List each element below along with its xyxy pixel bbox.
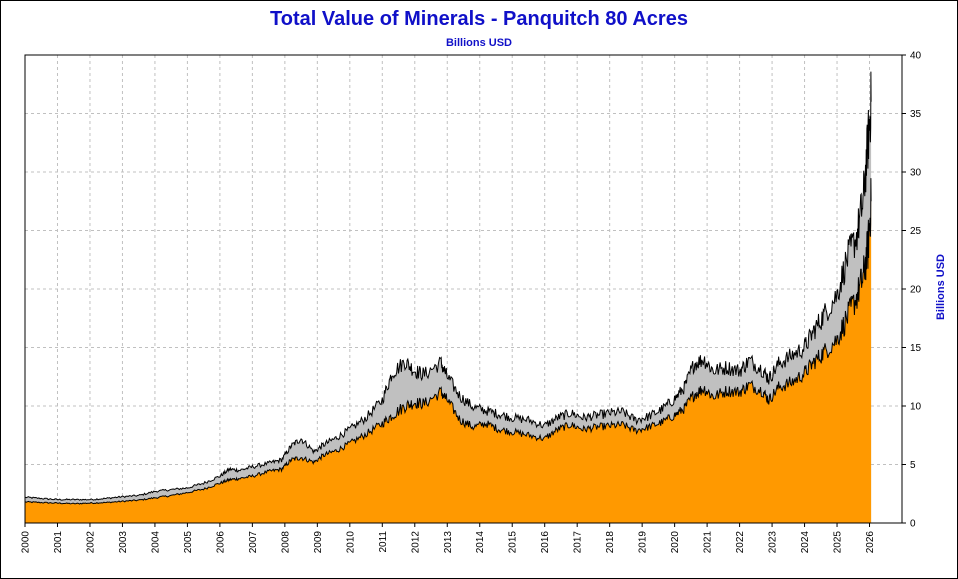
x-tick-label: 2008 bbox=[280, 531, 291, 554]
x-tick-label: 2014 bbox=[475, 531, 486, 554]
y-tick-label: 25 bbox=[910, 226, 922, 237]
x-tick-label: 2017 bbox=[573, 531, 584, 554]
x-tick-label: 2019 bbox=[638, 531, 649, 554]
x-tick-label: 2010 bbox=[345, 531, 356, 554]
y-tick-label: 10 bbox=[910, 402, 922, 413]
x-tick-label: 2021 bbox=[703, 531, 714, 554]
y-tick-label: 40 bbox=[910, 51, 922, 62]
x-tick-label: 2000 bbox=[21, 531, 32, 554]
x-tick-label: 2011 bbox=[378, 531, 389, 553]
y-tick-label: 5 bbox=[910, 460, 916, 471]
x-tick-label: 2018 bbox=[605, 531, 616, 554]
x-tick-label: 2023 bbox=[768, 531, 779, 554]
x-tick-label: 2013 bbox=[443, 531, 454, 554]
y-tick-label: 20 bbox=[910, 285, 922, 296]
x-tick-label: 2004 bbox=[150, 531, 161, 554]
x-tick-label: 2016 bbox=[540, 531, 551, 554]
x-tick-label: 2002 bbox=[85, 531, 96, 554]
chart-subtitle: Billions USD bbox=[445, 37, 512, 49]
x-tick-label: 2022 bbox=[735, 531, 746, 554]
x-tick-label: 2025 bbox=[833, 531, 844, 554]
x-tick-label: 2007 bbox=[248, 531, 259, 554]
y-tick-label: 30 bbox=[910, 168, 922, 179]
x-tick-label: 2020 bbox=[670, 531, 681, 554]
x-tick-label: 2009 bbox=[313, 531, 324, 554]
x-tick-label: 2006 bbox=[215, 531, 226, 554]
x-tick-label: 2005 bbox=[183, 531, 194, 554]
x-tick-label: 2003 bbox=[118, 531, 129, 554]
x-tick-label: 2024 bbox=[800, 531, 811, 554]
y-tick-label: 35 bbox=[910, 109, 922, 120]
x-tick-label: 2001 bbox=[53, 531, 64, 554]
y-tick-label: 15 bbox=[910, 343, 922, 354]
x-tick-label: 2015 bbox=[508, 531, 519, 554]
series-lower-line bbox=[24, 178, 872, 505]
x-tick-label: 2012 bbox=[410, 531, 421, 554]
y-tick-label: 0 bbox=[910, 519, 916, 530]
series-lower-area bbox=[25, 178, 872, 523]
x-tick-label: 2026 bbox=[865, 531, 876, 554]
chart-title: Total Value of Minerals - Panquitch 80 A… bbox=[270, 8, 688, 30]
series-upper-line bbox=[24, 71, 872, 501]
